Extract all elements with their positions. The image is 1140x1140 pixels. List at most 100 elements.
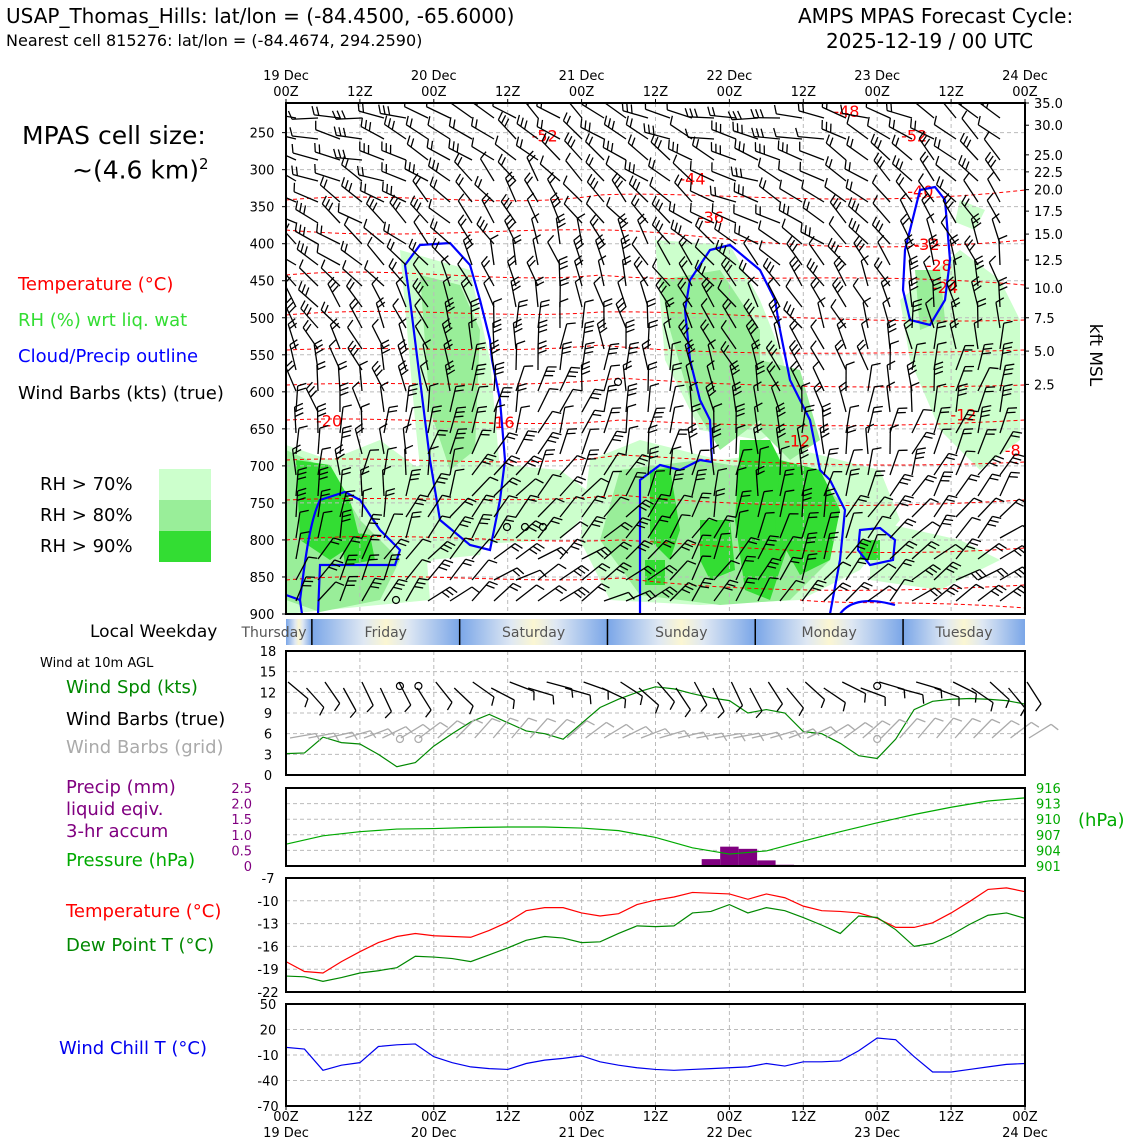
wind-barb	[934, 687, 960, 698]
wind-barb-flag	[908, 255, 918, 261]
wind-barb-flag	[1002, 351, 1012, 355]
top-hour-label: 00Z	[1012, 85, 1038, 100]
wind-barb-flag	[369, 198, 375, 208]
wind-barb-flag	[826, 488, 836, 492]
wind-barb-flag	[513, 239, 522, 245]
wind-barb-flag	[508, 495, 518, 499]
wind-barb-flag	[825, 492, 835, 497]
wind-barb-flag	[881, 720, 891, 726]
pressure-tick-label: 901	[1036, 860, 1061, 875]
wind-barb	[308, 732, 335, 739]
wind-barb	[955, 517, 973, 539]
wind-barb	[537, 563, 559, 581]
wind-barb-flag	[773, 104, 777, 114]
wind-barb-flag	[969, 541, 979, 546]
wind-barb	[381, 149, 407, 161]
wind-barb-flag	[594, 388, 604, 392]
cloud-outline	[298, 490, 402, 614]
wind-barb-flag	[481, 192, 489, 201]
wind-barb	[733, 190, 759, 203]
wind-barb-flag	[756, 369, 765, 376]
wind-barb-flag	[736, 424, 746, 429]
wind-barb	[601, 687, 626, 700]
wind-barb-flag	[596, 550, 604, 558]
bottom-hour-label: 12Z	[347, 1110, 373, 1125]
wind-barb	[691, 450, 702, 476]
wind-barb-flag	[912, 303, 922, 308]
wind-barb	[828, 223, 847, 245]
wind-barb-flag	[372, 513, 383, 516]
wind-barb-flag	[336, 453, 345, 460]
wind-barb-flag	[575, 495, 585, 500]
wind-barb-flag	[804, 225, 807, 235]
wind-barb-flag	[882, 515, 892, 519]
wind-barb-flag	[806, 201, 810, 211]
wind-barb	[287, 681, 309, 700]
wind-barb-flag	[808, 553, 818, 556]
wind-barb-flag	[768, 344, 775, 353]
bottom-day-label: 21 Dec	[559, 1126, 605, 1140]
wind-barb-flag	[562, 341, 573, 345]
wind-barb-flag	[928, 234, 937, 241]
wind-barb-flag	[687, 560, 697, 565]
wind-barb	[808, 243, 825, 266]
wind-barb-flag	[932, 286, 942, 291]
wind-barb-flag	[507, 255, 515, 262]
wind-barb-flag	[822, 407, 832, 413]
pressure-line	[285, 797, 1026, 855]
wind-barb-flag	[630, 104, 633, 114]
wind-barb-flag	[330, 541, 340, 545]
wind-barb	[917, 717, 936, 739]
wind-barb-flag	[905, 558, 915, 563]
temp-panel-tick-label: -7	[262, 872, 275, 887]
wind-barb-flag	[1018, 498, 1025, 503]
wind-barb-flag	[295, 166, 299, 176]
wind-barb-flag	[772, 557, 782, 562]
wind-barb-flag	[463, 234, 471, 241]
wind-barb-flag	[1003, 372, 1013, 376]
wind-barb-flag	[809, 261, 815, 271]
wind-barb	[449, 586, 473, 602]
wind-barb-flag	[573, 234, 582, 241]
calm-wind-marker	[520, 522, 530, 532]
temp-panel-tick-label: -22	[257, 986, 278, 1001]
weekday-label: Saturday	[502, 625, 565, 641]
rh-80-swatch	[159, 500, 211, 531]
wind-barb-flag	[432, 405, 442, 409]
wind-barb-flag	[844, 159, 847, 169]
wind-barb-flag	[412, 278, 419, 287]
wind-barb-flag	[430, 140, 434, 150]
wind-barb-flag	[636, 524, 646, 529]
wind-barb-flag	[838, 322, 847, 330]
wind-barb-flag	[490, 339, 499, 345]
wind-barb-flag	[457, 193, 465, 202]
wind-barb-flag	[940, 214, 947, 223]
wind-barb-flag	[947, 280, 956, 288]
wind-barb-flag	[900, 213, 908, 222]
wind-barb-flag	[1008, 475, 1018, 478]
wind-barb-flag	[471, 586, 480, 593]
wind-barb	[347, 326, 363, 350]
wind-barb	[860, 260, 869, 287]
wind-barb	[568, 103, 583, 119]
wind-barb	[603, 496, 622, 518]
wind-barb-flag	[773, 318, 782, 325]
wind-barb-flag	[651, 159, 656, 169]
wind-barb	[733, 212, 759, 224]
top-day-label: 24 Dec	[1002, 69, 1048, 84]
bottom-day-label: 19 Dec	[263, 1126, 309, 1140]
wind-barb-flag	[439, 547, 449, 553]
wind-barb-flag	[1000, 567, 1009, 575]
wind-barb-flag	[383, 221, 387, 231]
wind-barb-flag	[915, 456, 925, 460]
wind-barb	[427, 386, 431, 413]
wind-barb	[442, 281, 451, 308]
wind-barb	[515, 407, 522, 434]
wind-barb-flag	[629, 341, 639, 345]
wind-barb-flag	[602, 138, 606, 148]
wind-barb	[973, 718, 993, 739]
wind-barb-flag	[768, 297, 776, 305]
wind-barb-flag	[786, 144, 788, 154]
precip-tick-label: 2.5	[231, 782, 252, 797]
wind-barb	[427, 449, 431, 476]
